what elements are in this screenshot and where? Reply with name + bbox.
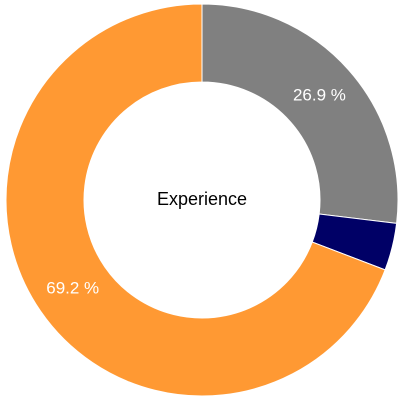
donut-segment [201,3,399,224]
center-label: Experience [157,189,247,209]
value-label: 69.2 % [46,279,99,298]
donut-segment [5,3,386,397]
value-label: 26.9 % [293,85,346,104]
